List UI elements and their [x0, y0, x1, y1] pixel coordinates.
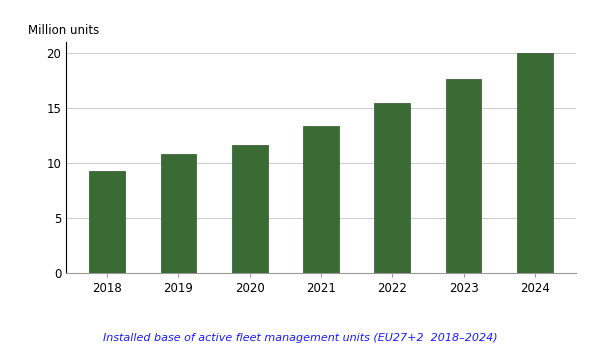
Bar: [232, 145, 268, 273]
Bar: [517, 53, 553, 273]
Bar: [374, 103, 410, 273]
Bar: [89, 171, 125, 273]
Bar: [303, 126, 339, 273]
Bar: [446, 79, 481, 273]
Text: Installed base of active fleet management units (EU27+2  2018–2024): Installed base of active fleet managemen…: [103, 333, 497, 343]
Text: Million units: Million units: [28, 23, 99, 36]
Bar: [161, 154, 196, 273]
